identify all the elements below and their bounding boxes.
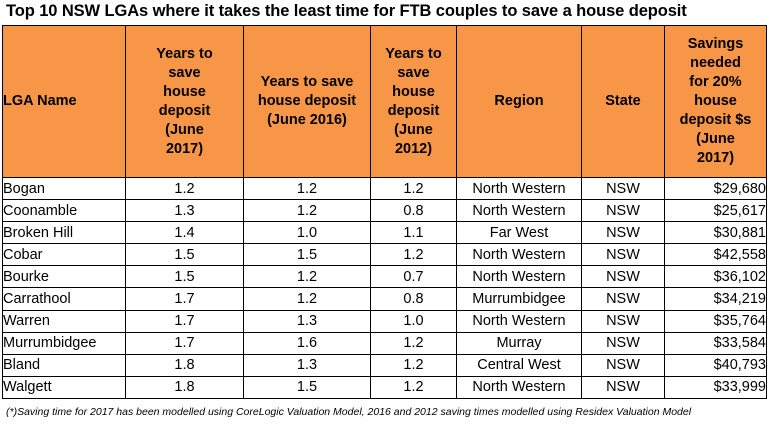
- cell-years-2016: 1.3: [243, 309, 371, 333]
- column-header-savings-label: Savings needed for 20% house deposit $s …: [679, 36, 752, 166]
- cell-years-2012: 1.1: [370, 221, 457, 245]
- cell-region: Far West: [456, 221, 582, 245]
- cell-savings: $25,617: [664, 199, 767, 223]
- column-header-state: State: [581, 25, 665, 178]
- cell-state: NSW: [581, 243, 665, 267]
- lga-table: LGA Name Years to save house deposit (Ju…: [2, 25, 767, 399]
- cell-savings: $29,680: [664, 176, 767, 201]
- cell-lga-name: Coonamble: [2, 199, 126, 223]
- table-row: Bland 1.8 1.3 1.2 Central West NSW $40,7…: [2, 353, 767, 377]
- cell-years-2016: 1.3: [243, 353, 371, 377]
- cell-lga-name: Bland: [2, 353, 126, 377]
- cell-region: North Western: [456, 265, 582, 289]
- cell-state: NSW: [581, 221, 665, 245]
- column-header-savings: Savings needed for 20% house deposit $s …: [664, 25, 767, 178]
- cell-savings: $33,584: [664, 331, 767, 355]
- cell-years-2016: 1.6: [243, 331, 371, 355]
- cell-state: NSW: [581, 199, 665, 223]
- cell-years-2012: 1.2: [370, 375, 457, 399]
- cell-savings: $42,558: [664, 243, 767, 267]
- column-header-years-2016: Years to save house deposit (June 2016): [243, 25, 371, 178]
- cell-state: NSW: [581, 309, 665, 333]
- cell-region: North Western: [456, 309, 582, 333]
- column-header-region: Region: [456, 25, 582, 178]
- cell-region: Murray: [456, 331, 582, 355]
- table-row: Broken Hill 1.4 1.0 1.1 Far West NSW $30…: [2, 221, 767, 245]
- cell-region: North Western: [456, 199, 582, 223]
- cell-years-2012: 1.2: [370, 243, 457, 267]
- cell-lga-name: Walgett: [2, 375, 126, 399]
- cell-years-2012: 1.2: [370, 331, 457, 355]
- table-row: Bourke 1.5 1.2 0.7 North Western NSW $36…: [2, 265, 767, 289]
- cell-years-2012: 1.2: [370, 176, 457, 201]
- footnote: (*)Saving time for 2017 has been modelle…: [6, 406, 692, 418]
- cell-state: NSW: [581, 265, 665, 289]
- cell-years-2016: 1.5: [243, 375, 371, 399]
- cell-lga-name: Carrathool: [2, 287, 126, 311]
- cell-years-2017: 1.5: [125, 243, 244, 267]
- cell-years-2017: 1.5: [125, 265, 244, 289]
- cell-years-2016: 1.5: [243, 243, 371, 267]
- cell-lga-name: Cobar: [2, 243, 126, 267]
- table-row: Cobar 1.5 1.5 1.2 North Western NSW $42,…: [2, 243, 767, 267]
- column-header-years-2017-label: Years to save house deposit (June 2017): [156, 45, 213, 157]
- cell-savings: $34,219: [664, 287, 767, 311]
- cell-years-2012: 1.2: [370, 353, 457, 377]
- table-row: Murrumbidgee 1.7 1.6 1.2 Murray NSW $33,…: [2, 331, 767, 355]
- cell-state: NSW: [581, 287, 665, 311]
- column-header-years-2012: Years to save house deposit (June 2012): [370, 25, 457, 178]
- cell-region: North Western: [456, 375, 582, 399]
- cell-years-2017: 1.8: [125, 375, 244, 399]
- header-row: LGA Name Years to save house deposit (Ju…: [2, 25, 767, 178]
- cell-years-2017: 1.2: [125, 176, 244, 201]
- table-row: Coonamble 1.3 1.2 0.8 North Western NSW …: [2, 199, 767, 223]
- table-title: Top 10 NSW LGAs where it takes the least…: [6, 2, 687, 20]
- cell-years-2012: 0.7: [370, 265, 457, 289]
- cell-savings: $30,881: [664, 221, 767, 245]
- cell-savings: $33,999: [664, 375, 767, 399]
- cell-years-2016: 1.2: [243, 287, 371, 311]
- column-header-years-2017: Years to save house deposit (June 2017): [125, 25, 244, 178]
- cell-years-2012: 0.8: [370, 199, 457, 223]
- cell-lga-name: Murrumbidgee: [2, 331, 126, 355]
- cell-years-2017: 1.7: [125, 309, 244, 333]
- table-row: Bogan 1.2 1.2 1.2 North Western NSW $29,…: [2, 176, 767, 201]
- table-row: Carrathool 1.7 1.2 0.8 Murrumbidgee NSW …: [2, 287, 767, 311]
- cell-state: NSW: [581, 176, 665, 201]
- cell-years-2016: 1.0: [243, 221, 371, 245]
- cell-savings: $35,764: [664, 309, 767, 333]
- column-header-lga-name: LGA Name: [2, 25, 126, 178]
- cell-region: North Western: [456, 176, 582, 201]
- cell-years-2017: 1.3: [125, 199, 244, 223]
- cell-years-2016: 1.2: [243, 265, 371, 289]
- table-row: Warren 1.7 1.3 1.0 North Western NSW $35…: [2, 309, 767, 333]
- cell-savings: $36,102: [664, 265, 767, 289]
- cell-years-2016: 1.2: [243, 199, 371, 223]
- cell-state: NSW: [581, 353, 665, 377]
- cell-years-2012: 1.0: [370, 309, 457, 333]
- cell-years-2016: 1.2: [243, 176, 371, 201]
- cell-lga-name: Bogan: [2, 176, 126, 201]
- cell-state: NSW: [581, 331, 665, 355]
- cell-lga-name: Warren: [2, 309, 126, 333]
- cell-years-2017: 1.7: [125, 287, 244, 311]
- column-header-years-2012-label: Years to save house deposit (June 2012): [385, 45, 442, 157]
- cell-lga-name: Bourke: [2, 265, 126, 289]
- cell-years-2012: 0.8: [370, 287, 457, 311]
- cell-years-2017: 1.4: [125, 221, 244, 245]
- cell-lga-name: Broken Hill: [2, 221, 126, 245]
- cell-savings: $40,793: [664, 353, 767, 377]
- table-row: Walgett 1.8 1.5 1.2 North Western NSW $3…: [2, 375, 767, 399]
- cell-state: NSW: [581, 375, 665, 399]
- cell-region: Central West: [456, 353, 582, 377]
- cell-region: North Western: [456, 243, 582, 267]
- cell-years-2017: 1.8: [125, 353, 244, 377]
- cell-region: Murrumbidgee: [456, 287, 582, 311]
- cell-years-2017: 1.7: [125, 331, 244, 355]
- column-header-years-2016-label: Years to save house deposit (June 2016): [257, 74, 357, 128]
